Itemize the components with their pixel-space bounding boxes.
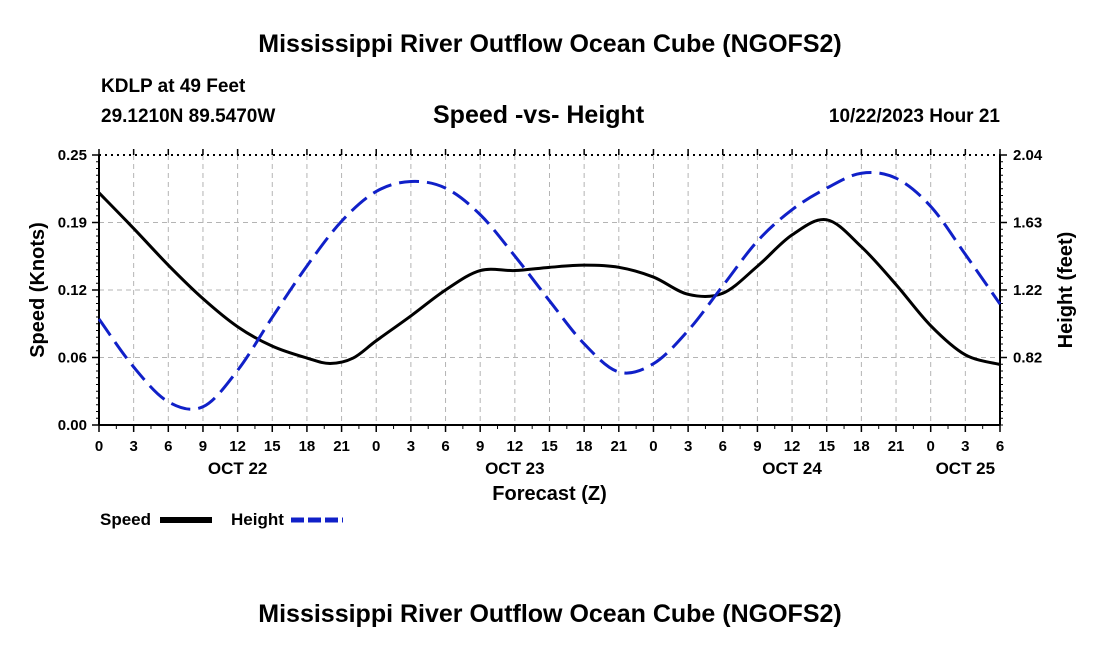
legend: Speed Height bbox=[100, 510, 343, 529]
x-tick-label: 0 bbox=[372, 438, 380, 455]
x-tick-label: 21 bbox=[333, 438, 350, 455]
y2-axis-label: Height (feet) bbox=[1055, 232, 1077, 349]
x-date-label: OCT 25 bbox=[936, 459, 996, 478]
x-tick-label: 18 bbox=[576, 438, 593, 455]
x-tick-label: 6 bbox=[441, 438, 449, 455]
x-tick-label: 21 bbox=[888, 438, 905, 455]
station-label: KDLP at 49 Feet bbox=[101, 76, 246, 97]
x-tick-label: 15 bbox=[264, 438, 281, 455]
x-tick-label: 3 bbox=[684, 438, 692, 455]
x-tick-label: 9 bbox=[476, 438, 484, 455]
legend-label-height: Height bbox=[231, 510, 284, 529]
y-tick-label: 0.00 bbox=[58, 417, 87, 434]
grid-lines bbox=[99, 155, 1000, 425]
x-tick-label: 3 bbox=[129, 438, 137, 455]
y-tick-label: 0.06 bbox=[58, 350, 87, 367]
legend-label-speed: Speed bbox=[100, 510, 151, 529]
series-line-height bbox=[97, 171, 1002, 411]
x-tick-label: 18 bbox=[299, 438, 316, 455]
x-tick-label: 15 bbox=[818, 438, 835, 455]
y-tick-label: 0.25 bbox=[58, 147, 87, 164]
series-lines bbox=[97, 171, 1002, 411]
x-tick-label: 18 bbox=[853, 438, 870, 455]
x-date-label: OCT 23 bbox=[485, 459, 545, 478]
x-tick-label: 0 bbox=[95, 438, 103, 455]
y-tick-label: 0.19 bbox=[58, 215, 87, 232]
x-tick-label: 21 bbox=[610, 438, 627, 455]
x-tick-label: 15 bbox=[541, 438, 558, 455]
x-tick-label: 0 bbox=[649, 438, 657, 455]
x-tick-label: 6 bbox=[164, 438, 172, 455]
x-tick-label: 6 bbox=[719, 438, 727, 455]
y2-tick-label: 2.04 bbox=[1013, 147, 1043, 164]
x-tick-label: 9 bbox=[199, 438, 207, 455]
x-axis-label: Forecast (Z) bbox=[492, 483, 606, 505]
x-date-label: OCT 24 bbox=[762, 459, 822, 478]
chart-subtitle: Speed -vs- Height bbox=[433, 101, 645, 129]
x-tick-label: 3 bbox=[961, 438, 969, 455]
x-tick-label: 9 bbox=[753, 438, 761, 455]
series-line-speed bbox=[97, 191, 1001, 366]
x-tick-label: 3 bbox=[407, 438, 415, 455]
x-tick-label: 12 bbox=[784, 438, 801, 455]
x-tick-label: 0 bbox=[927, 438, 935, 455]
tick-labels: 0 3 6 9 12 15 18 21 0 3 6 9 12 15 18 21 0 3 6 9 12 15 18 21 0 3 6O… bbox=[58, 147, 1043, 478]
footer-title: Mississippi River Outflow Ocean Cube (NG… bbox=[258, 600, 842, 628]
y-axis-label: Speed (Knots) bbox=[27, 222, 49, 358]
y2-tick-label: 0.82 bbox=[1013, 350, 1042, 367]
x-date-label: OCT 22 bbox=[208, 459, 268, 478]
y-tick-label: 0.12 bbox=[58, 282, 87, 299]
x-tick-label: 12 bbox=[229, 438, 246, 455]
y2-tick-label: 1.63 bbox=[1013, 215, 1042, 232]
y2-tick-label: 1.22 bbox=[1013, 282, 1042, 299]
x-tick-label: 6 bbox=[996, 438, 1004, 455]
chart-title: Mississippi River Outflow Ocean Cube (NG… bbox=[258, 30, 842, 58]
station-coords: 29.1210N 89.5470W bbox=[101, 106, 276, 127]
forecast-datetime: 10/22/2023 Hour 21 bbox=[828, 106, 1000, 127]
x-tick-label: 12 bbox=[507, 438, 524, 455]
